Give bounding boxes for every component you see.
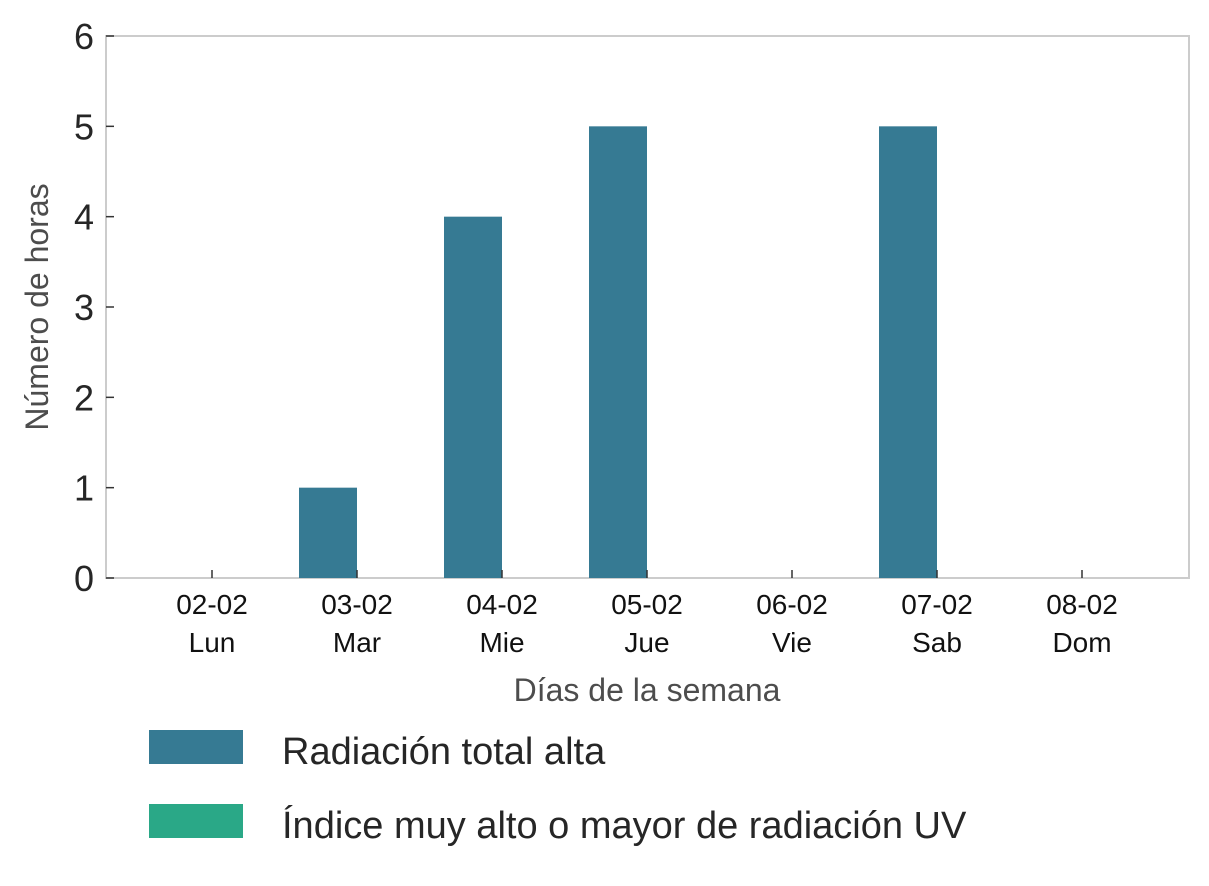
x-axis: 02-02 Lun 03-02 Mar 04-02 Mie 05-02 Jue 06-02 Vie… bbox=[176, 570, 1118, 658]
x-tick-label-date: 03-02 bbox=[321, 589, 393, 620]
x-tick-label-day: Vie bbox=[772, 627, 812, 658]
y-tick-label: 0 bbox=[74, 558, 94, 599]
plot-frame bbox=[105, 35, 1190, 579]
legend-swatch-radiacion-total bbox=[149, 730, 243, 764]
legend-label-radiacion-total: Radiación total alta bbox=[282, 731, 606, 773]
x-tick-label-day: Mie bbox=[479, 627, 524, 658]
x-tick-label-date: 06-02 bbox=[756, 589, 828, 620]
bar-radiacion-total-5 bbox=[879, 126, 937, 578]
x-tick-label-date: 05-02 bbox=[611, 589, 683, 620]
y-tick-label: 1 bbox=[74, 468, 94, 509]
y-axis-label: Número de horas bbox=[19, 183, 55, 430]
x-tick-label-day: Mar bbox=[333, 627, 381, 658]
legend: Radiación total alta Índice muy alto o m… bbox=[149, 730, 967, 847]
x-tick-label-date: 02-02 bbox=[176, 589, 248, 620]
x-axis-label: Días de la semana bbox=[514, 672, 781, 708]
legend-label-indice-uv: Índice muy alto o mayor de radiación UV bbox=[282, 804, 967, 847]
y-tick-label: 2 bbox=[74, 377, 94, 418]
x-tick-label-date: 04-02 bbox=[466, 589, 538, 620]
bar-radiacion-total-3 bbox=[589, 126, 647, 578]
x-tick-label-day: Lun bbox=[189, 627, 236, 658]
y-tick-label: 5 bbox=[74, 106, 94, 147]
x-tick-label-day: Sab bbox=[912, 627, 962, 658]
x-tick-label-date: 07-02 bbox=[901, 589, 973, 620]
y-axis: 0 1 2 3 4 5 6 bbox=[74, 16, 114, 599]
x-tick-label-day: Jue bbox=[624, 627, 669, 658]
x-tick-label-date: 08-02 bbox=[1046, 589, 1118, 620]
x-tick-label-day: Dom bbox=[1052, 627, 1111, 658]
legend-swatch-indice-uv bbox=[149, 804, 243, 838]
bar-radiacion-total-2 bbox=[444, 216, 502, 578]
bars bbox=[299, 126, 937, 578]
y-tick-label: 6 bbox=[74, 16, 94, 57]
bar-radiacion-total-1 bbox=[299, 487, 357, 578]
y-tick-label: 3 bbox=[74, 287, 94, 328]
y-tick-label: 4 bbox=[74, 197, 94, 238]
